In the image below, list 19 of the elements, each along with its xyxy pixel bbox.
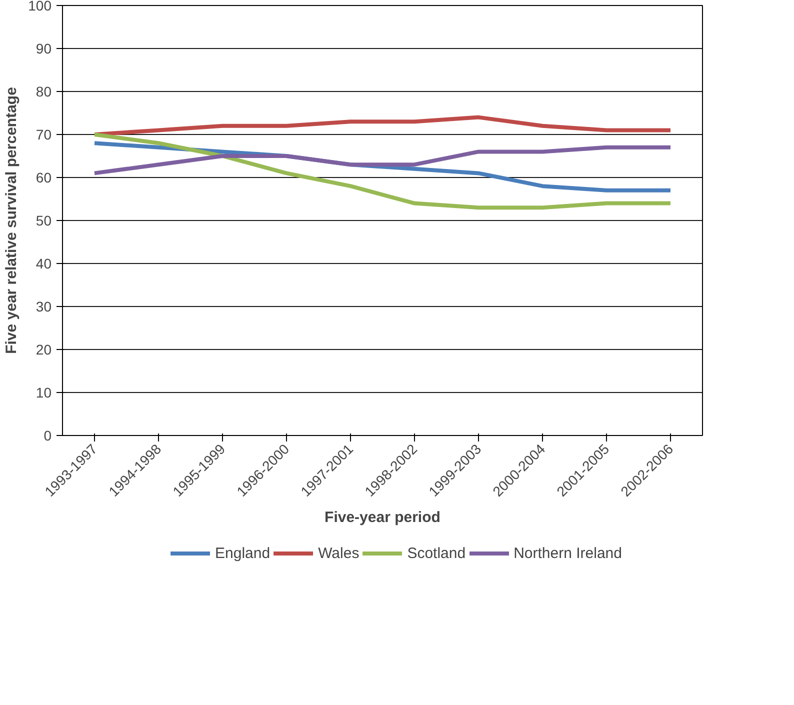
y-tick-label: 90 xyxy=(36,40,52,56)
y-tick-label: 10 xyxy=(36,384,52,400)
y-tick-label: 0 xyxy=(44,428,52,444)
y-tick-label: 80 xyxy=(36,84,52,100)
legend-label: Wales xyxy=(318,544,360,562)
legend-label: Scotland xyxy=(407,544,466,562)
y-axis-title: Five year relative survival percentage xyxy=(3,87,20,354)
y-tick-label: 100 xyxy=(28,0,52,14)
legend-label: England xyxy=(215,544,270,562)
y-tick-label: 50 xyxy=(36,212,52,228)
y-tick-label: 60 xyxy=(36,170,52,186)
legend-label: Northern Ireland xyxy=(514,544,622,562)
y-tick-label: 30 xyxy=(36,298,52,314)
y-tick-label: 20 xyxy=(36,342,52,358)
line-series xyxy=(92,132,672,210)
x-axis-title: Five-year period xyxy=(324,508,440,526)
y-tick-label: 70 xyxy=(36,126,52,142)
line-series xyxy=(92,145,672,176)
y-tick-label: 40 xyxy=(36,256,52,272)
